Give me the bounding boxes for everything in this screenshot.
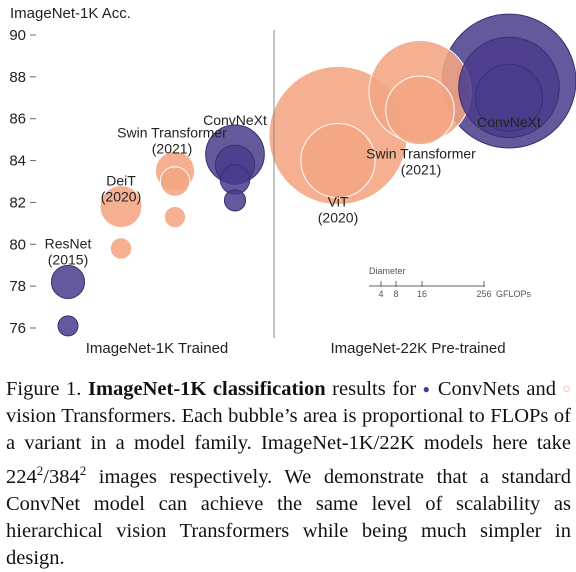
caption-text-b: vision Transformers. Each bubble’s area … bbox=[6, 405, 571, 488]
caption-sup-2: 2 bbox=[79, 463, 87, 478]
y-tick-label: 86 bbox=[9, 111, 26, 128]
caption-text-c: images respectively. We demonstrate that… bbox=[6, 465, 571, 569]
model-label: Swin Transformer (2021) bbox=[366, 145, 476, 177]
size-legend-unit: GFLOPs bbox=[496, 289, 532, 299]
figure-caption: Figure 1. ImageNet-1K classification res… bbox=[6, 376, 571, 572]
y-axis-title: ImageNet-1K Acc. bbox=[10, 5, 131, 22]
caption-convnets: ConvNets and bbox=[431, 378, 556, 400]
size-legend-title: Diameter bbox=[369, 266, 406, 276]
convnet-bubble bbox=[50, 264, 86, 300]
caption-sup-1: 2 bbox=[36, 463, 44, 478]
y-tick-label: 76 bbox=[9, 320, 26, 337]
caption-prefix: Figure 1. bbox=[6, 378, 82, 400]
model-label: ResNet (2015) bbox=[45, 235, 92, 267]
model-label: ViT (2020) bbox=[318, 194, 358, 226]
annotations: ResNet (2015) DeiT (2020) Swin Transformer (2… bbox=[45, 112, 541, 267]
vit-dot-icon: ○ bbox=[562, 382, 571, 397]
model-label: ConvNeXt bbox=[203, 112, 267, 128]
convnet-bubble bbox=[223, 189, 247, 212]
y-tick-label: 82 bbox=[9, 194, 26, 211]
caption-bold: ImageNet-1K classification bbox=[87, 378, 326, 400]
vit-bubble bbox=[385, 75, 455, 146]
panel-label-1k: ImageNet-1K Trained bbox=[86, 340, 229, 357]
y-tick-label: 88 bbox=[9, 69, 26, 86]
caption-text-a: results for bbox=[325, 378, 423, 400]
bubbles bbox=[50, 13, 576, 337]
size-legend: Diameter 4 8 16 256 GFLOPs bbox=[369, 266, 532, 299]
bubble-chart: ImageNet-1K Acc. 76 78 80 82 84 86 88 90 ResNet… bbox=[9, 5, 576, 357]
size-legend-tick-label: 8 bbox=[393, 289, 398, 299]
caption-slash: /384 bbox=[43, 465, 80, 488]
size-legend-tick-label: 256 bbox=[476, 289, 491, 299]
model-label: Swin Transformer (2021) bbox=[117, 125, 227, 157]
convnet-bubble bbox=[57, 315, 79, 337]
vit-bubble bbox=[99, 185, 143, 229]
vit-bubble bbox=[159, 166, 191, 197]
y-tick-label: 84 bbox=[9, 153, 26, 170]
convnet-bubble bbox=[474, 63, 544, 132]
y-tick-label: 78 bbox=[9, 278, 26, 295]
panel-label-22k: ImageNet-22K Pre-trained bbox=[330, 340, 505, 357]
vit-bubble bbox=[300, 122, 376, 199]
y-tick-label: 90 bbox=[9, 27, 26, 44]
y-axis: 76 78 80 82 84 86 88 90 bbox=[9, 27, 36, 337]
size-legend-tick-label: 4 bbox=[378, 289, 383, 299]
vit-bubble bbox=[163, 205, 187, 229]
y-tick-label: 80 bbox=[9, 236, 26, 253]
vit-bubble bbox=[109, 237, 133, 260]
convnet-dot-icon: ● bbox=[422, 382, 432, 396]
model-label: ConvNeXt bbox=[477, 114, 541, 130]
size-legend-tick-label: 16 bbox=[417, 289, 427, 299]
model-label: DeiT (2020) bbox=[101, 173, 141, 205]
